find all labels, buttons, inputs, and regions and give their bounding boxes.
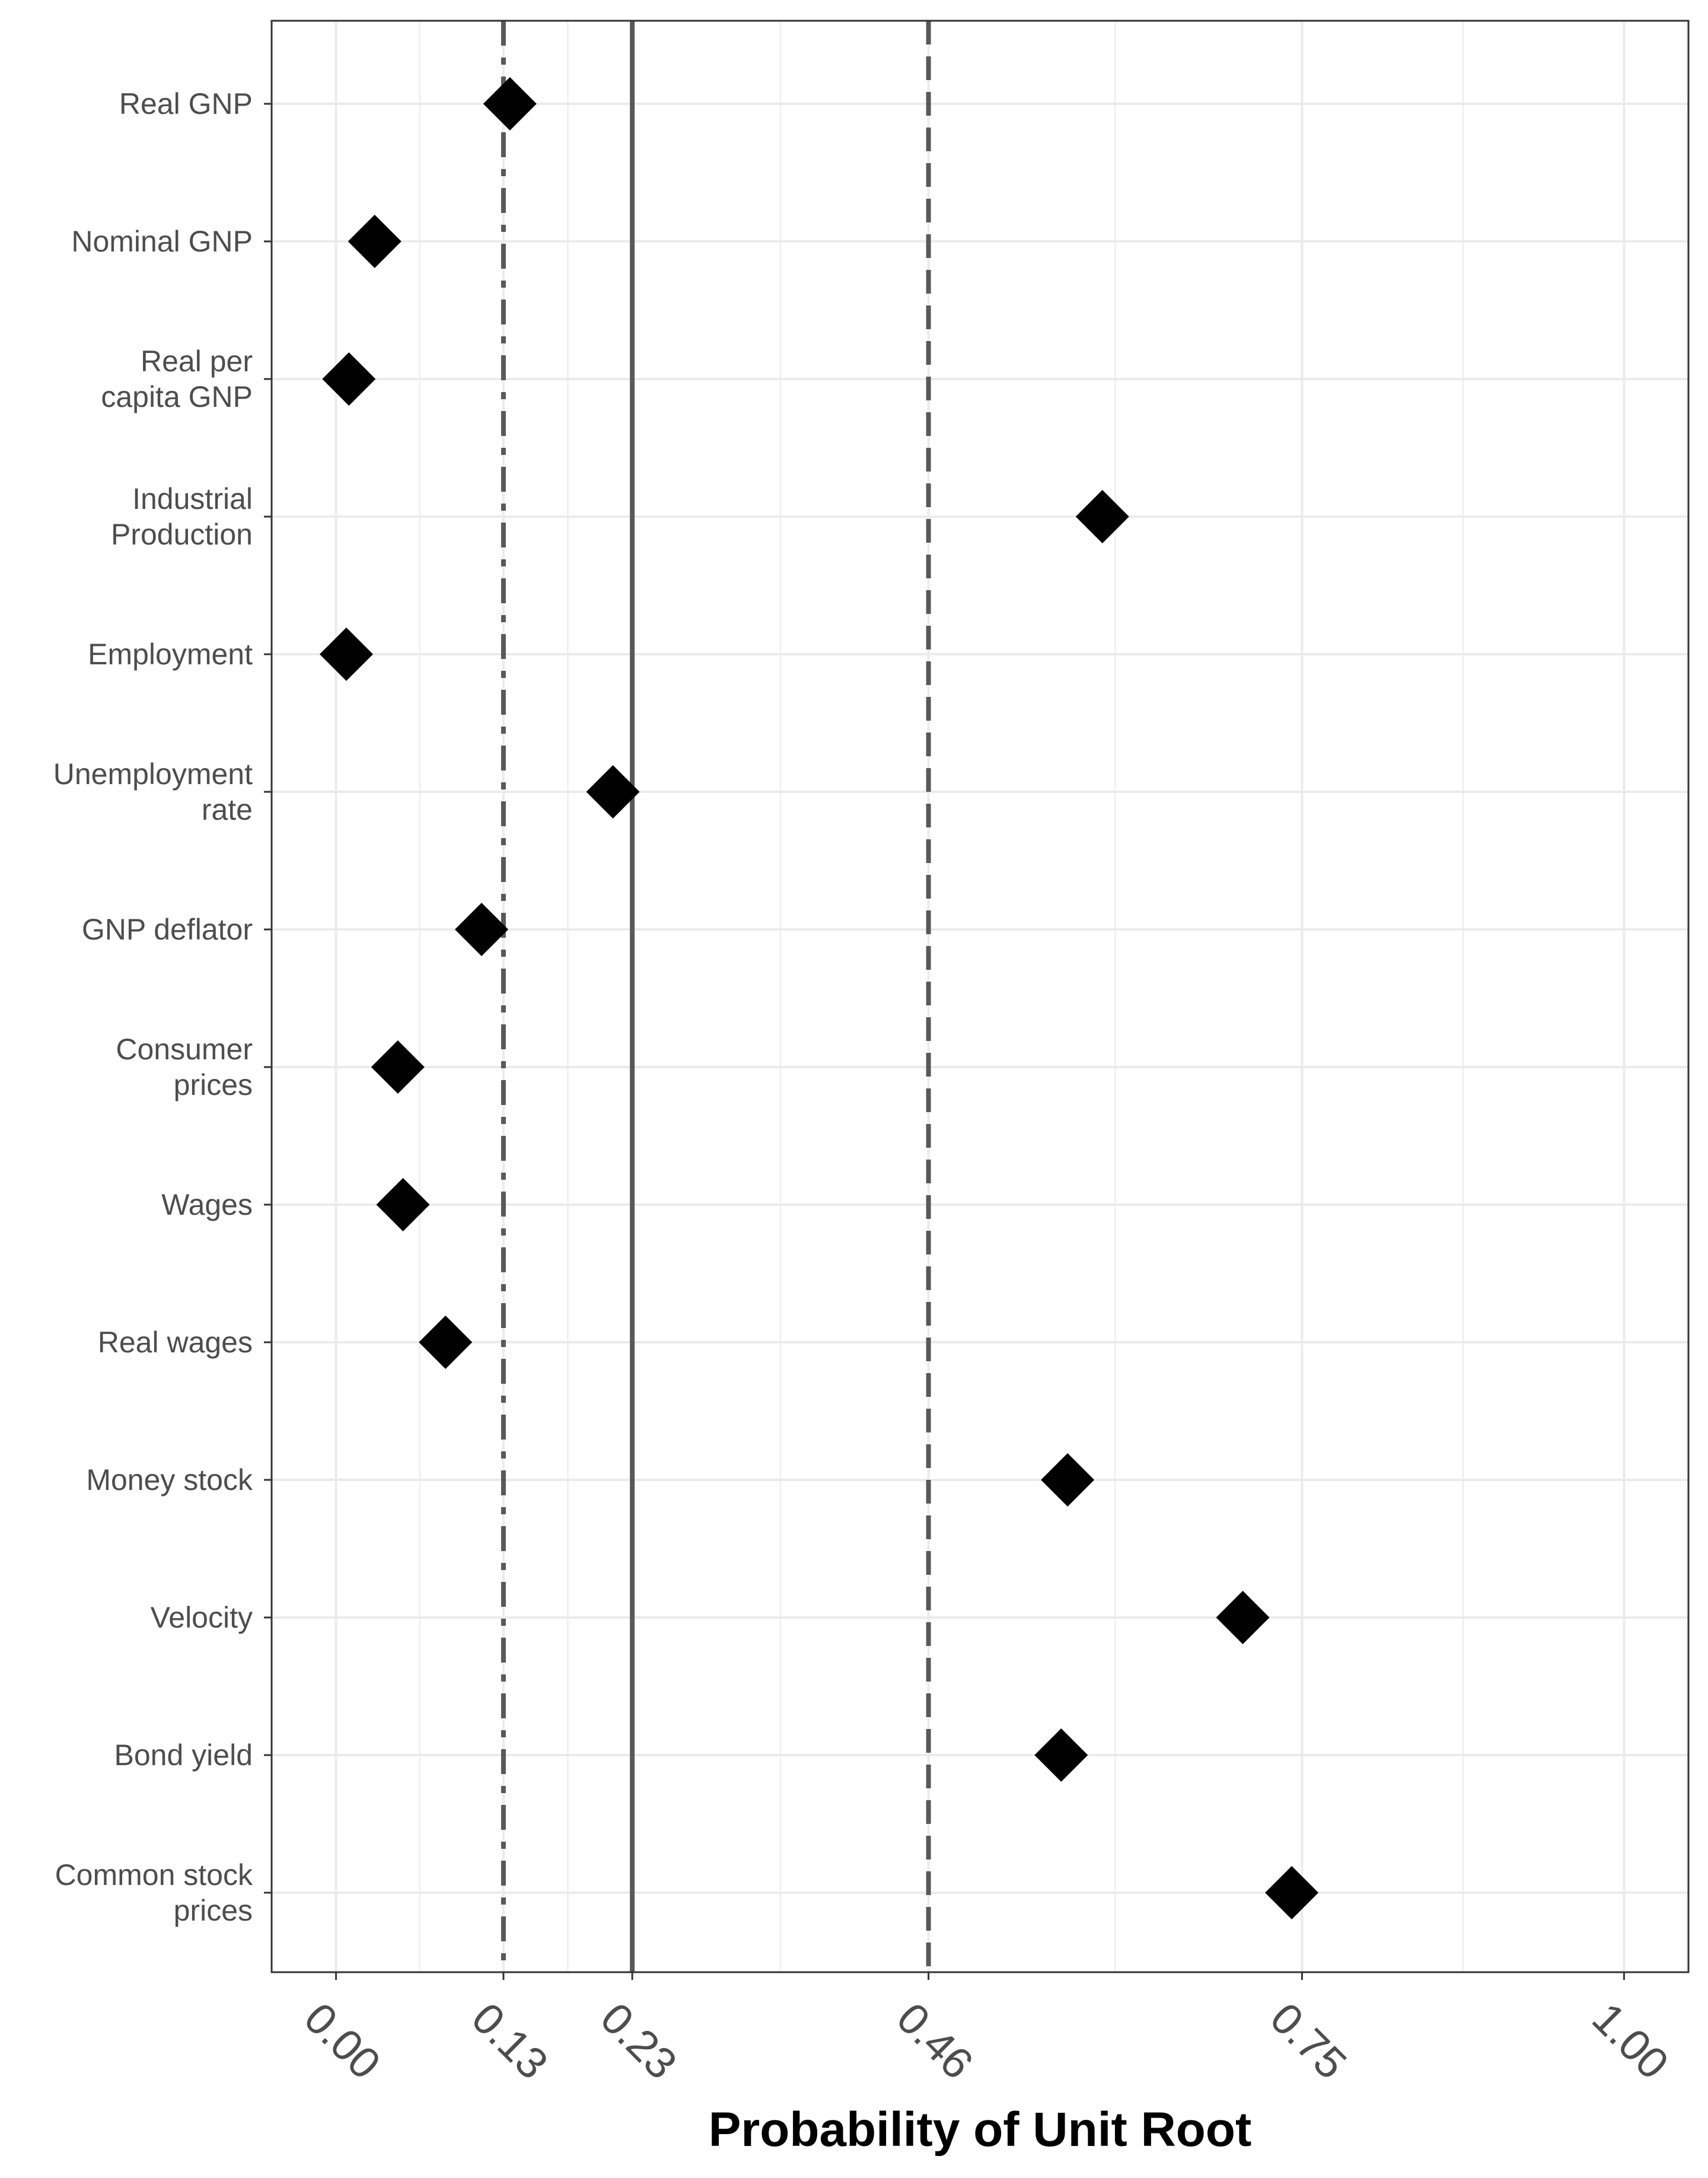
y-tick-label: Bond yield bbox=[114, 1738, 253, 1772]
y-tick-label-line: Real per bbox=[141, 345, 253, 378]
y-tick-label: Consumer prices bbox=[116, 1033, 253, 1101]
y-tick-label: Nominal GNP bbox=[71, 225, 253, 258]
data-point bbox=[376, 1178, 430, 1231]
y-tick-label: Industrial Production bbox=[111, 482, 253, 551]
data-point bbox=[1265, 1866, 1319, 1919]
x-tick-label: 0.46 bbox=[887, 1994, 983, 2089]
data-point bbox=[1041, 1453, 1095, 1507]
y-axis: Real GNP Nominal GNP Real per capita GNP Ind… bbox=[53, 87, 272, 1927]
y-tick-label: Money stock bbox=[86, 1463, 253, 1496]
y-tick-label-line: Money stock bbox=[86, 1463, 253, 1496]
y-tick-label: Real per capita GNP bbox=[101, 345, 253, 413]
y-tick-label: GNP deflator bbox=[82, 913, 253, 946]
y-tick-label: Unemployment rate bbox=[53, 757, 253, 826]
y-tick-label-line: Real wages bbox=[98, 1326, 253, 1359]
data-point bbox=[419, 1316, 473, 1369]
y-tick-label-line: Bond yield bbox=[114, 1738, 253, 1772]
data-point bbox=[348, 215, 401, 268]
y-tick-label-line: rate bbox=[202, 793, 253, 826]
data-point bbox=[1075, 490, 1129, 543]
y-tick-label-line: Consumer bbox=[116, 1033, 253, 1066]
y-tick-label: Real wages bbox=[98, 1326, 253, 1359]
y-tick-label-line: Real GNP bbox=[119, 87, 253, 120]
y-tick-label-line: Wages bbox=[161, 1188, 253, 1221]
x-tick-label: 1.00 bbox=[1583, 1994, 1678, 2089]
y-tick-label-line: Nominal GNP bbox=[71, 225, 253, 258]
data-point bbox=[319, 628, 373, 681]
x-tick-label: 0.00 bbox=[295, 1994, 390, 2089]
major-gridlines bbox=[272, 21, 1688, 1972]
y-tick-label-line: prices bbox=[174, 1068, 253, 1101]
data-points bbox=[319, 77, 1319, 1919]
y-tick-label: Wages bbox=[161, 1188, 253, 1221]
y-tick-label-line: capita GNP bbox=[101, 380, 253, 413]
minor-gridlines bbox=[419, 21, 1464, 1972]
y-tick-label-line: Velocity bbox=[151, 1601, 253, 1634]
data-point bbox=[1216, 1591, 1270, 1644]
y-tick-label-line: Production bbox=[111, 518, 253, 551]
y-tick-label-line: Employment bbox=[88, 638, 253, 671]
data-point bbox=[371, 1040, 425, 1094]
panel-border bbox=[270, 20, 1690, 1973]
x-tick-label: 0.13 bbox=[463, 1994, 558, 2089]
x-tick-label: 0.23 bbox=[591, 1994, 687, 2089]
y-tick-label-line: GNP deflator bbox=[82, 913, 253, 946]
data-point bbox=[322, 352, 376, 406]
y-tick-label: Common stock prices bbox=[55, 1858, 253, 1927]
y-tick-label: Real GNP bbox=[119, 87, 253, 120]
y-tick-label: Employment bbox=[88, 638, 253, 671]
y-tick-label-line: Common stock bbox=[55, 1858, 253, 1892]
y-tick-label-line: Unemployment bbox=[53, 757, 253, 791]
reference-lines bbox=[501, 21, 931, 1972]
x-axis-title: Probability of Unit Root bbox=[709, 2103, 1252, 2157]
data-point bbox=[1034, 1728, 1088, 1782]
data-point bbox=[483, 77, 537, 130]
y-tick-label-line: prices bbox=[174, 1894, 253, 1927]
data-point bbox=[455, 903, 509, 956]
x-tick-label: 0.75 bbox=[1261, 1994, 1356, 2089]
y-tick-label-line: Industrial bbox=[132, 482, 253, 515]
data-point bbox=[586, 765, 640, 819]
x-axis: 0.00 0.13 0.23 0.46 0.75 1.00 bbox=[295, 1972, 1678, 2088]
y-tick-label: Velocity bbox=[151, 1601, 253, 1634]
